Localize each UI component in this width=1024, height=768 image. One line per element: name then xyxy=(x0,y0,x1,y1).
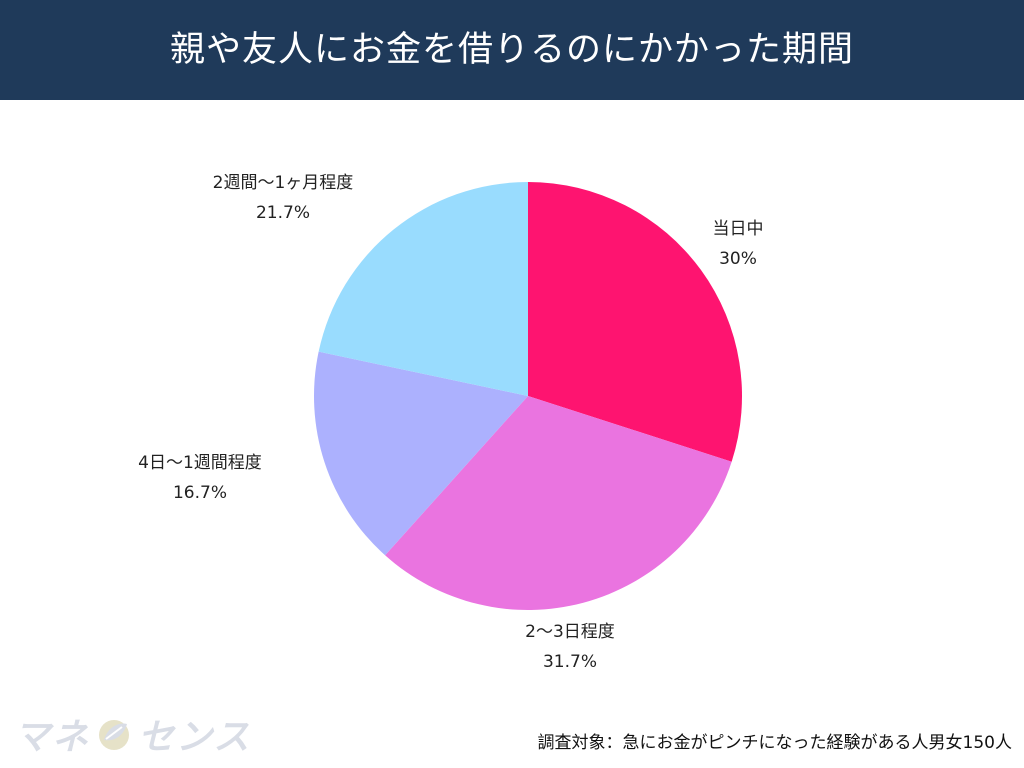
title-banner: 親や友人にお金を借りるのにかかった期間 xyxy=(0,0,1024,100)
logo-text-part2: センス xyxy=(138,717,252,758)
slice-label-text: 2〜3日程度 xyxy=(525,622,615,642)
slice-label-2-weeks-1-month: 2週間〜1ヶ月程度 21.7% xyxy=(178,168,388,228)
slice-label-2-3-days: 2〜3日程度 31.7% xyxy=(490,617,650,677)
slice-label-percent: 16.7% xyxy=(172,483,227,503)
pie-slice-2-weeks-1-month xyxy=(318,181,528,396)
pie-slice-same-day xyxy=(528,182,743,462)
logo-text-part1: マネ xyxy=(14,717,91,758)
leaf-coin-icon xyxy=(99,720,130,750)
slice-label-percent: 21.7% xyxy=(255,203,310,223)
slice-label-percent: 31.7% xyxy=(542,652,597,672)
page-title: 親や友人にお金を借りるのにかかった期間 xyxy=(169,30,854,70)
slice-label-text: 当日中 xyxy=(712,219,764,239)
slice-label-percent: 30% xyxy=(719,249,757,269)
slice-label-4-days-1-week: 4日〜1週間程度 16.7% xyxy=(110,448,290,508)
brand-logo: マネ センス xyxy=(14,708,251,760)
slice-label-text: 4日〜1週間程度 xyxy=(138,453,262,473)
slice-label-text: 2週間〜1ヶ月程度 xyxy=(212,173,354,193)
pie-slice-4-days-1-week xyxy=(313,351,528,556)
pie-slice-2-3-days xyxy=(385,396,732,611)
slice-label-same-day: 当日中 30% xyxy=(660,214,816,274)
survey-footnote: 調査対象：急にお金がピンチになった経験がある人男女150人 xyxy=(537,733,1012,753)
